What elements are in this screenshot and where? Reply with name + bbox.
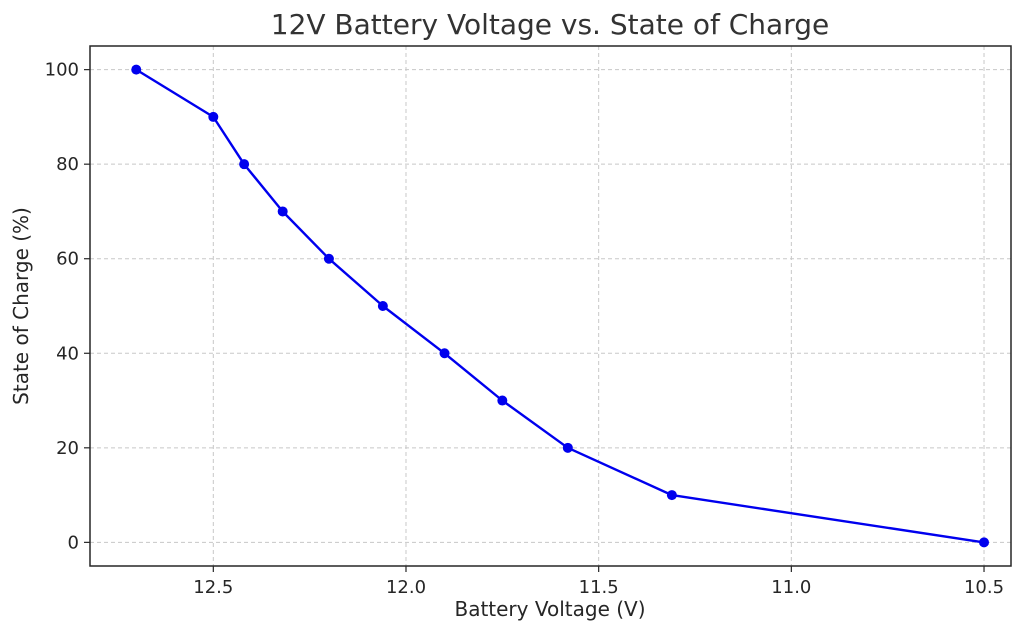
data-point xyxy=(277,206,288,217)
y-tick-label: 40 xyxy=(56,343,79,364)
y-tick-label: 60 xyxy=(56,249,79,270)
data-point xyxy=(439,348,450,359)
x-tick-label: 12.5 xyxy=(193,577,233,598)
x-tick-label: 11.0 xyxy=(771,577,811,598)
plot-frame xyxy=(89,45,1012,567)
data-point xyxy=(377,301,388,311)
data-point xyxy=(239,159,250,170)
y-tick-label: 100 xyxy=(45,60,79,81)
data-point xyxy=(131,64,142,75)
y-axis-label: State of Charge (%) xyxy=(9,207,33,405)
chart-title: 12V Battery Voltage vs. State of Charge xyxy=(271,8,829,41)
y-tick-label: 0 xyxy=(68,532,79,553)
y-tick-label: 80 xyxy=(56,154,79,175)
data-point xyxy=(497,395,508,406)
y-tick-label: 20 xyxy=(56,438,79,459)
x-tick-label: 10.5 xyxy=(964,577,1004,598)
grid xyxy=(90,46,1011,566)
data-point xyxy=(979,537,990,548)
data-point xyxy=(562,442,573,453)
x-axis-label: Battery Voltage (V) xyxy=(454,597,645,621)
axis-ticks: 12.5 12.0 11.5 11.0 10.5 0 20 40 60 80 100 xyxy=(45,60,1004,598)
data-point xyxy=(208,111,219,122)
x-tick-label: 12.0 xyxy=(386,577,426,598)
data-point xyxy=(666,490,677,501)
x-tick-label: 11.5 xyxy=(579,577,619,598)
series-line xyxy=(135,68,985,544)
data-point xyxy=(323,253,334,264)
series-layer xyxy=(131,64,990,548)
